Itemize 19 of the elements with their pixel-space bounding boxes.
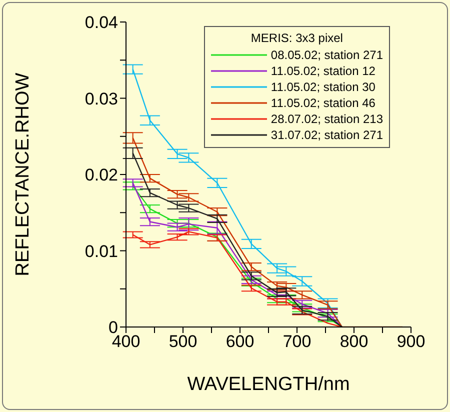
x-axis-title: WAVELENGTH/nm — [187, 374, 350, 395]
y-tick-label: 0.04 — [84, 13, 118, 32]
x-tick-label: 700 — [282, 332, 312, 352]
y-tick-label: 0.01 — [84, 242, 118, 261]
legend-label: 31.07.02; station 271 — [270, 128, 383, 142]
y-axis-title: REFLECTANCE.RHOW — [12, 72, 34, 276]
x-tick-label: 900 — [396, 332, 426, 352]
legend-title: MERIS: 3x3 pixel — [250, 31, 344, 45]
y-tick-label: 0.02 — [84, 166, 118, 185]
x-tick-label: 600 — [226, 332, 254, 352]
x-tick-label: 400 — [112, 332, 140, 352]
legend-label: 11.05.02; station 30 — [270, 80, 376, 94]
legend-label: 08.05.02; station 271 — [270, 48, 383, 62]
legend-label: 28.07.02; station 213 — [270, 112, 383, 126]
x-tick-label: 500 — [168, 332, 198, 352]
legend-label: 11.05.02; station 12 — [270, 64, 376, 78]
x-tick-label: 800 — [340, 332, 368, 352]
legend-label: 11.05.02; station 46 — [270, 96, 376, 110]
y-tick-label: 0.03 — [84, 89, 118, 108]
